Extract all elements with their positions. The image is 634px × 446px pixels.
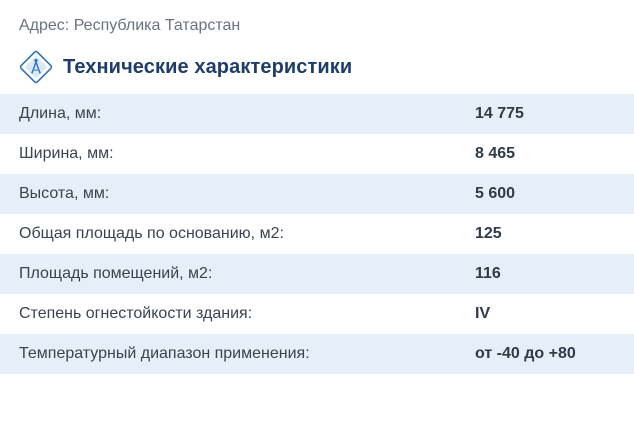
spec-value: 8 465 — [475, 145, 516, 162]
spec-label: Общая площадь по основанию, м2: — [19, 225, 284, 242]
spec-value: 5 600 — [475, 185, 516, 202]
spec-row-temperature-range: Температурный диапазон применения: от -4… — [0, 334, 634, 374]
spec-value: от -40 до +80 — [475, 345, 576, 362]
address-text: Адрес: Республика Татарстан — [19, 17, 241, 34]
spec-label: Длина, мм: — [19, 105, 102, 122]
spec-value: 125 — [475, 225, 502, 242]
spec-label: Температурный диапазон применения: — [19, 345, 310, 362]
drawing-compass-icon — [19, 50, 53, 84]
spec-row-base-area: Общая площадь по основанию, м2: 125 — [0, 214, 634, 254]
spec-row-height: Высота, мм: 5 600 — [0, 174, 634, 214]
spec-value: 14 775 — [475, 105, 524, 122]
spec-label: Ширина, мм: — [19, 145, 114, 162]
spec-value: 116 — [475, 265, 501, 282]
spec-row-length: Длина, мм: 14 775 — [0, 94, 634, 134]
specs-table: Длина, мм: 14 775 Ширина, мм: 8 465 Высо… — [0, 94, 634, 374]
section-header: Технические характеристики — [19, 50, 352, 84]
spec-row-fire-resistance: Степень огнестойкости здания: IV — [0, 294, 634, 334]
spec-label: Площадь помещений, м2: — [19, 265, 213, 282]
section-title: Технические характеристики — [63, 55, 353, 78]
spec-label: Степень огнестойкости здания: — [19, 305, 253, 322]
spec-row-room-area: Площадь помещений, м2: 116 — [0, 254, 634, 294]
spec-label: Высота, мм: — [19, 185, 110, 202]
spec-value: IV — [475, 305, 491, 322]
spec-row-width: Ширина, мм: 8 465 — [0, 134, 634, 174]
